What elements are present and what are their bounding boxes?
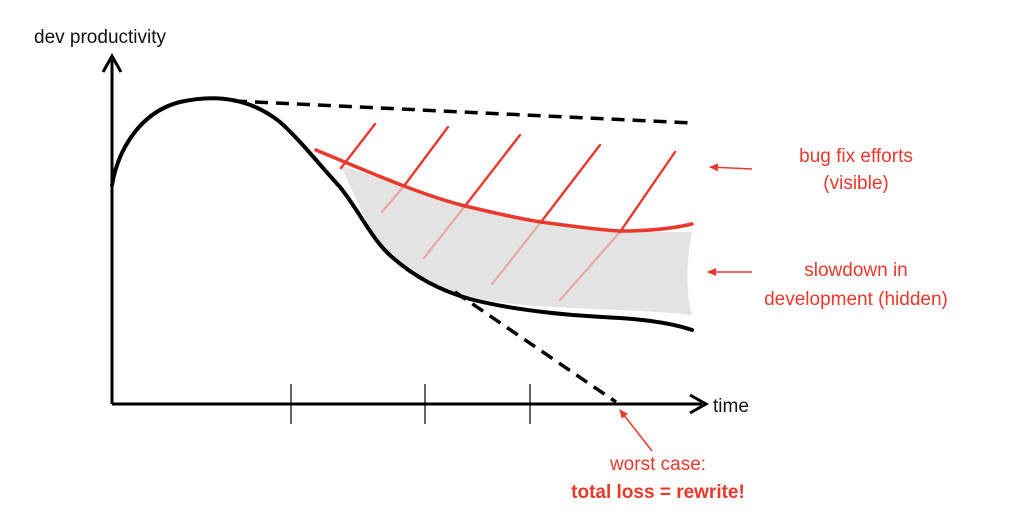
y-axis-arrowhead [101, 52, 123, 73]
bug-fix-label-line1: bug fix efforts [799, 146, 913, 167]
slowdown-label-line2: development (hidden) [764, 289, 948, 310]
slowdown-label-line1: slowdown in [804, 260, 908, 281]
productivity-curve [110, 96, 694, 332]
worst-case-trajectory-dashed [454, 290, 617, 404]
worst-case-label-line2: total loss = rewrite! [571, 482, 745, 503]
bug-fix-label-line2: (visible) [823, 173, 888, 194]
hatch-lines-hidden [380, 184, 622, 302]
bug-fix-effort-curve [314, 148, 694, 233]
hidden-slowdown-area [340, 165, 692, 315]
bug-fix-pointer-arrow [709, 163, 753, 172]
y-axis-label: dev productivity [34, 27, 167, 48]
ideal-trajectory-dashed [233, 99, 693, 125]
hatch-lines-visible [339, 122, 677, 234]
axes [101, 52, 710, 424]
worst-case-label-line1: worst case: [609, 454, 706, 475]
worst-case-pointer-arrow [619, 409, 653, 452]
x-axis-label: time [713, 396, 749, 417]
x-axis-arrowhead [689, 393, 710, 415]
